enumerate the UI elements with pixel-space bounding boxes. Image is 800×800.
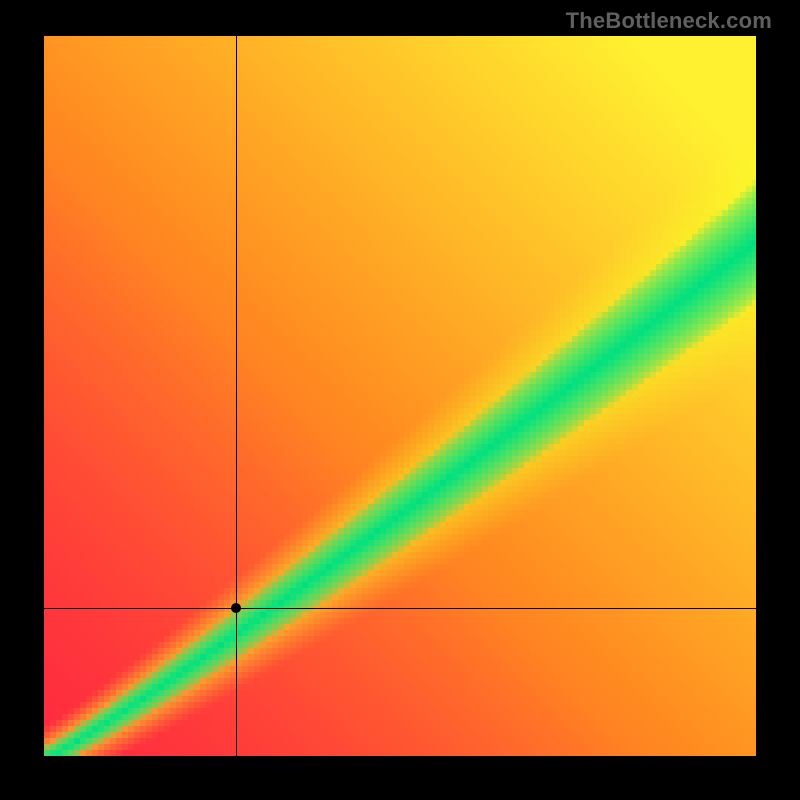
watermark-text: TheBottleneck.com: [566, 8, 772, 34]
crosshair-vertical: [236, 36, 237, 756]
crosshair-horizontal: [44, 608, 756, 609]
plot-area: [44, 36, 756, 756]
marker-point: [231, 603, 241, 613]
chart-root: TheBottleneck.com: [0, 0, 800, 800]
heatmap-canvas: [44, 36, 756, 756]
